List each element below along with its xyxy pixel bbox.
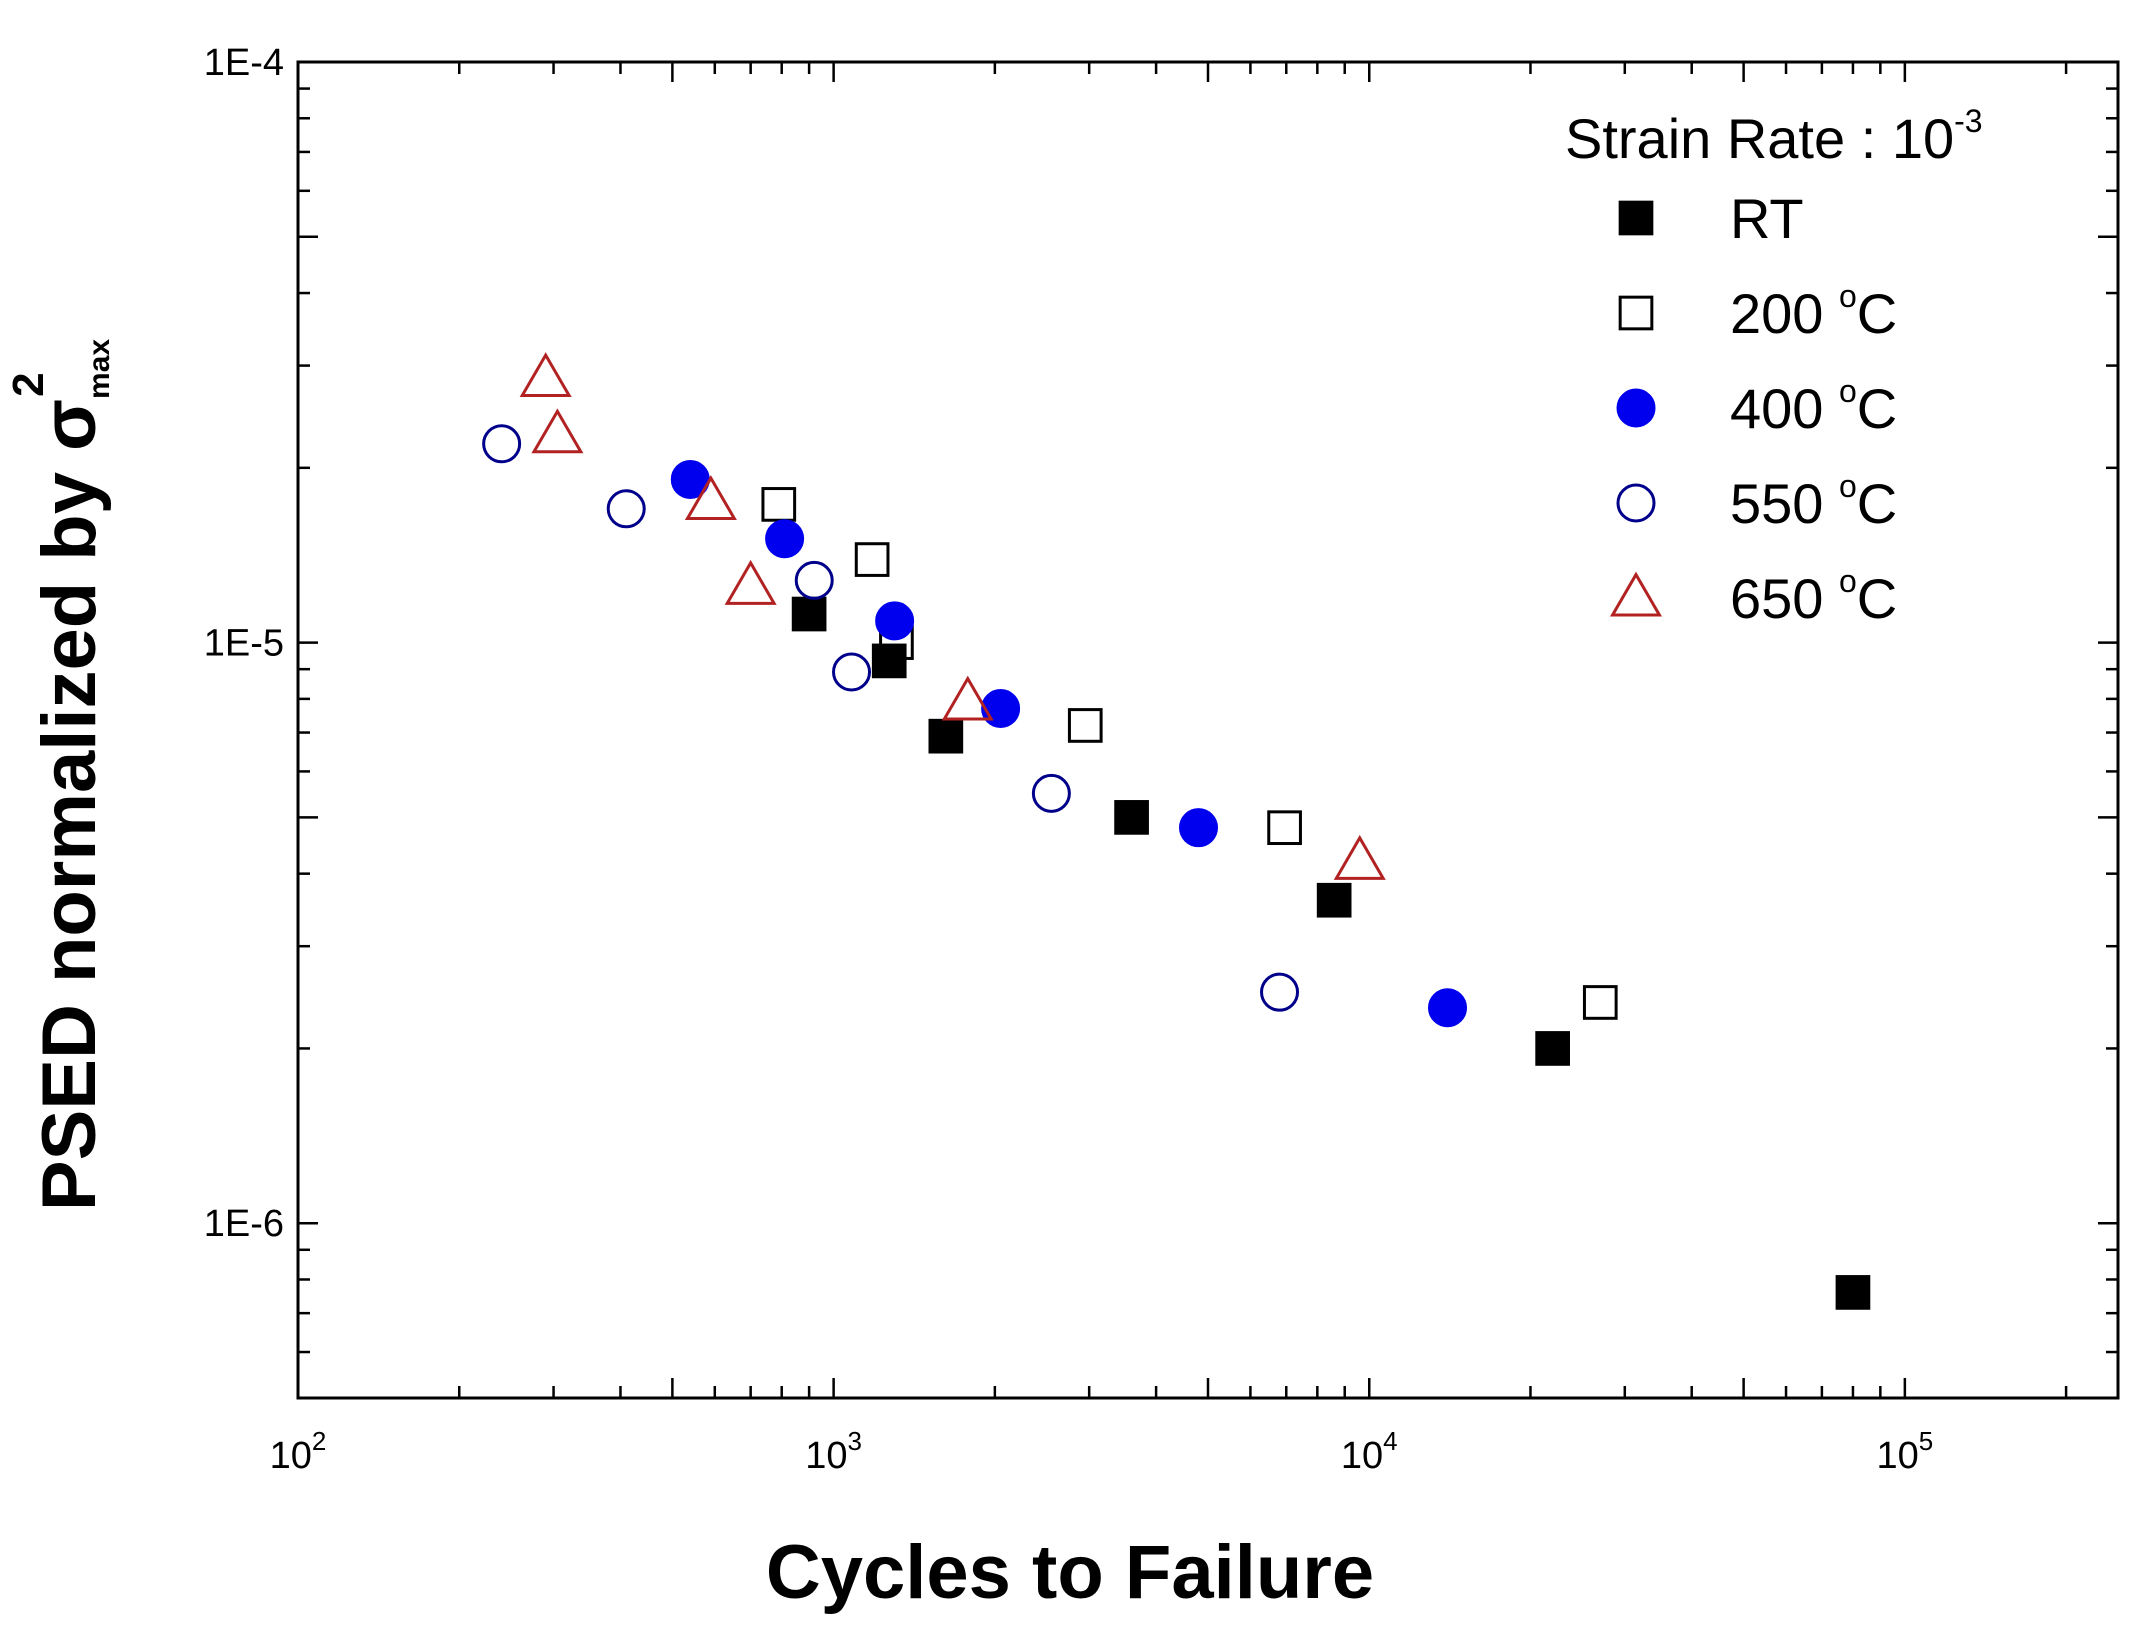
legend-marker <box>1618 200 1654 236</box>
x-tick-label: 105 <box>1876 1426 1933 1477</box>
data-point <box>981 689 1021 729</box>
x-tick-label: 104 <box>1341 1426 1398 1477</box>
tick-marks <box>296 60 2118 1400</box>
data-point <box>1316 882 1352 918</box>
y-tick-label: 1E-4 <box>204 42 284 84</box>
data-point <box>1031 773 1071 813</box>
data-point <box>1179 808 1219 848</box>
legend-label: 200 oC <box>1730 278 1897 345</box>
legend-marker <box>1618 295 1654 331</box>
data-point <box>941 675 994 721</box>
legend-entry: 400 oC <box>1616 373 1897 440</box>
legend-entry: 200 oC <box>1618 278 1897 345</box>
legend-entry: RT <box>1618 187 1804 250</box>
data-point <box>875 601 915 641</box>
legend-label: RT <box>1730 187 1804 250</box>
series-400-c <box>670 459 1468 1028</box>
y-axis-title-symbol: σ <box>27 399 112 451</box>
series-rt <box>791 596 1871 1310</box>
legend-entry: 550 oC <box>1616 468 1897 535</box>
data-point <box>1582 985 1618 1020</box>
series-550-c <box>482 424 1300 1012</box>
data-point <box>519 352 572 398</box>
y-axis-title-main: PSED normalized by <box>27 451 112 1211</box>
data-point <box>1333 834 1386 880</box>
y-axis-title: PSED normalized by σmax 2 <box>4 339 116 1212</box>
series-650-c <box>519 352 1386 880</box>
data-point <box>531 408 584 454</box>
data-points <box>482 352 1871 1310</box>
axes: 102 103 104 105 1E-4 1E-5 1E-6 <box>204 42 2120 1477</box>
data-point <box>928 718 964 754</box>
data-point <box>1067 708 1103 743</box>
data-point <box>670 459 710 499</box>
legend: Strain Rate : 10-3 RT 200 oC 400 oC 550 oC 65… <box>1565 103 1983 630</box>
data-point <box>1267 810 1302 846</box>
data-point <box>684 475 737 521</box>
legend-label: 400 oC <box>1730 373 1897 440</box>
data-point <box>871 643 907 679</box>
y-axis-title-superscript: 2 <box>4 372 53 396</box>
legend-label: 550 oC <box>1730 468 1897 535</box>
data-point <box>854 542 890 577</box>
legend-marker <box>1609 571 1663 617</box>
data-point <box>765 519 805 559</box>
data-point <box>1114 800 1149 835</box>
y-tick-label: 1E-6 <box>204 1203 284 1245</box>
data-point <box>724 559 777 605</box>
data-point <box>1260 972 1300 1012</box>
data-point <box>794 560 834 600</box>
data-point <box>791 596 827 632</box>
legend-label: 650 oC <box>1730 563 1897 630</box>
x-tick-label: 102 <box>270 1426 327 1477</box>
legend-entry: 650 oC <box>1609 563 1897 630</box>
plot-frame <box>296 60 2120 1400</box>
data-point <box>1535 1031 1570 1066</box>
legend-title: Strain Rate : 10-3 <box>1565 103 1983 170</box>
data-point <box>606 489 646 529</box>
data-point <box>832 652 872 692</box>
y-tick-label: 1E-5 <box>204 623 284 665</box>
data-point <box>1835 1275 1871 1310</box>
legend-marker <box>1616 483 1656 523</box>
data-point <box>482 424 522 464</box>
y-axis-title-subscript: max <box>83 339 116 399</box>
data-point <box>1428 988 1468 1028</box>
x-axis-title: Cycles to Failure <box>766 1530 1374 1615</box>
x-tick-label: 103 <box>805 1426 862 1477</box>
legend-marker <box>1616 388 1656 428</box>
